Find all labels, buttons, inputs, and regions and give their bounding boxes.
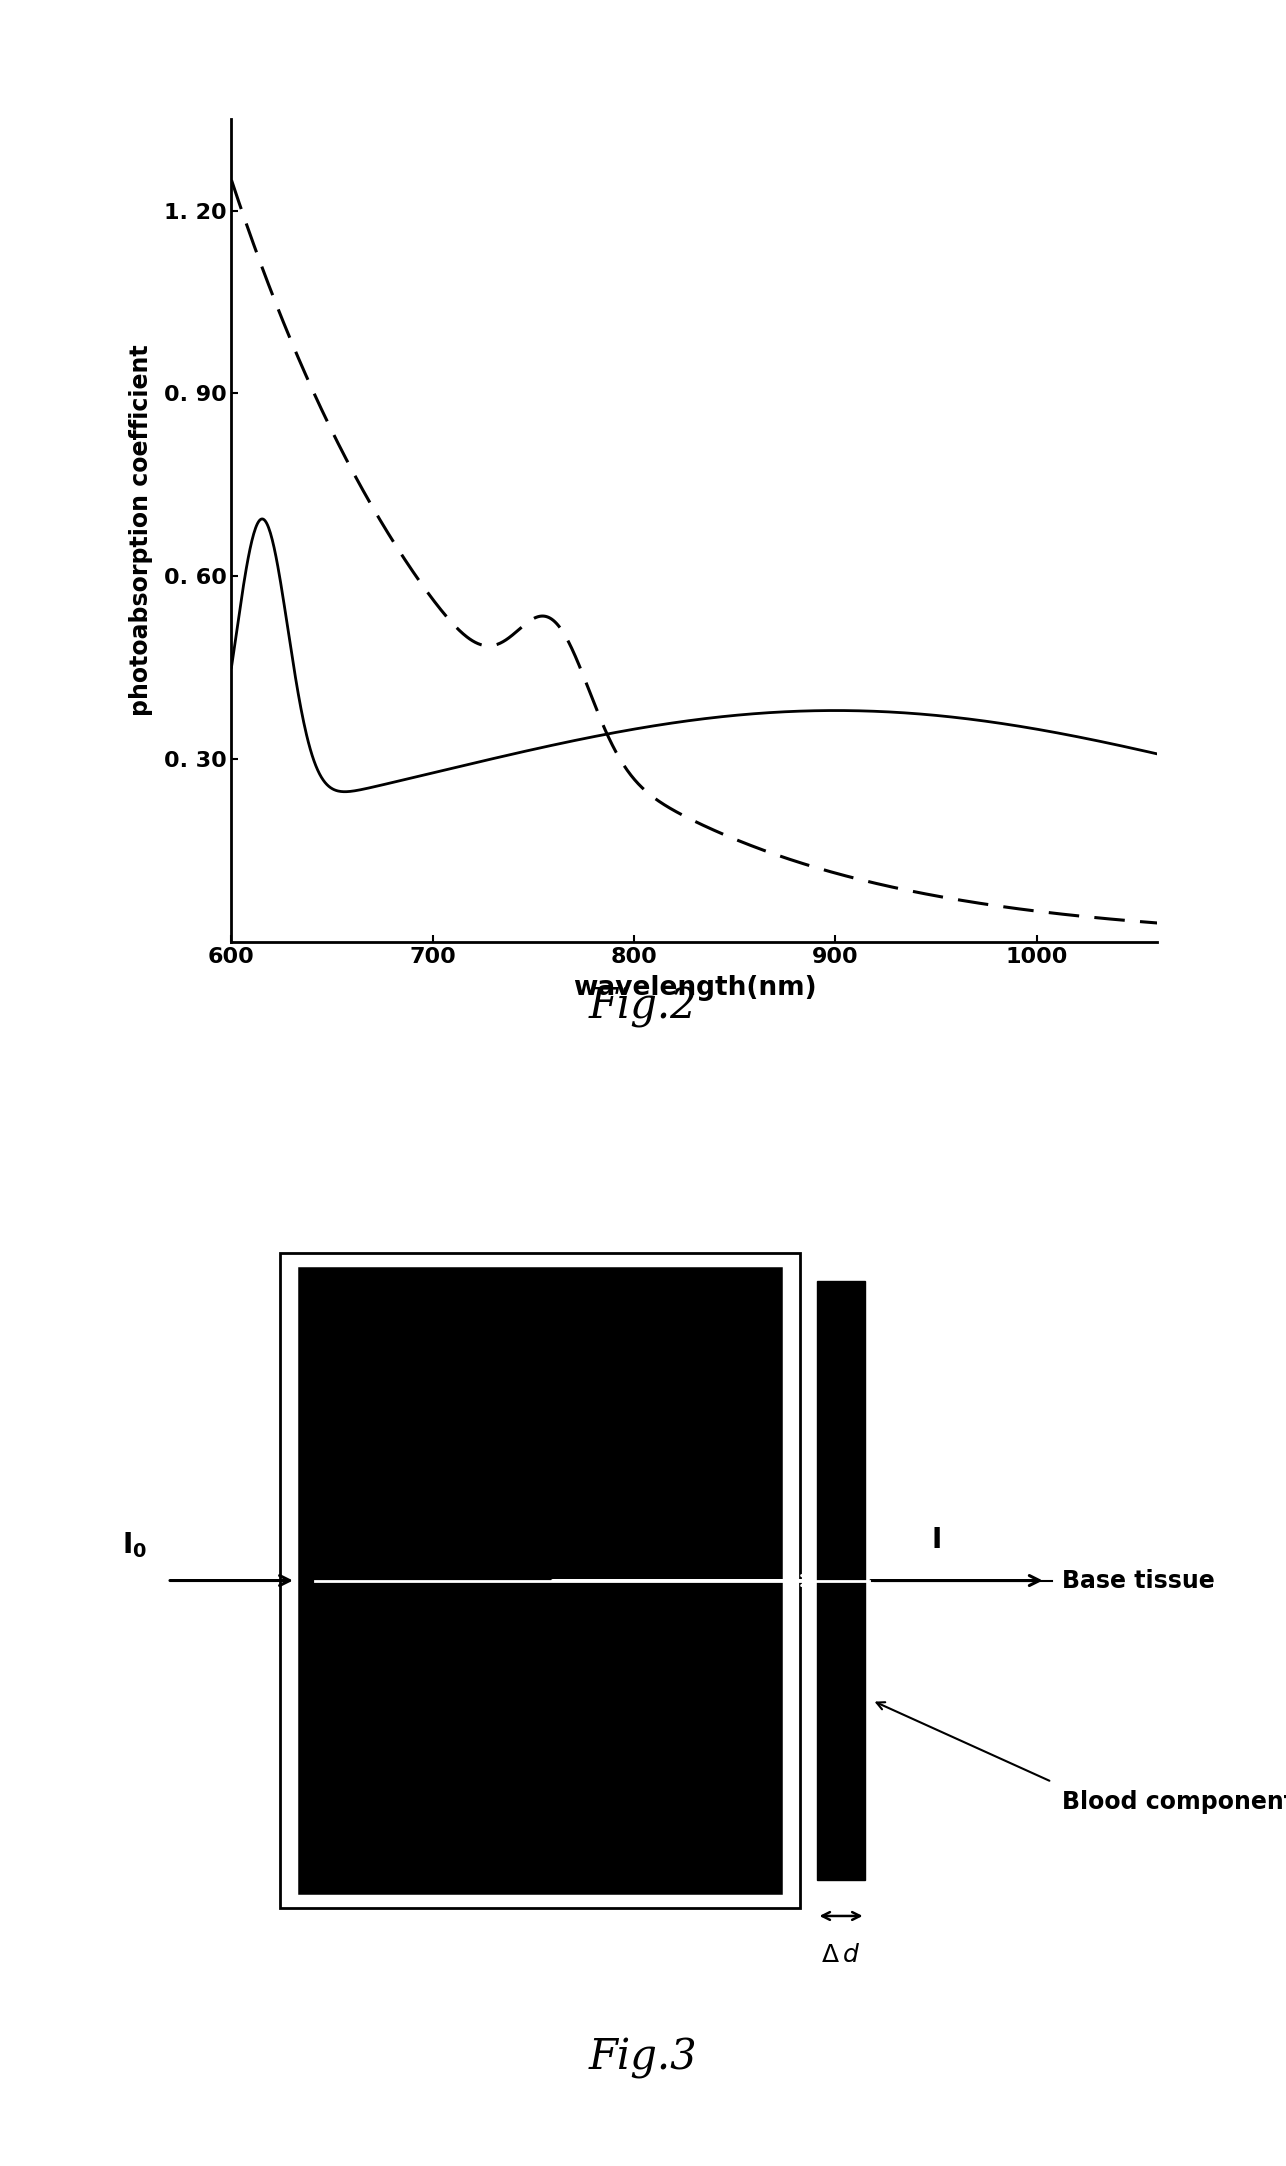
Text: Blood component: Blood component: [1062, 1791, 1286, 1815]
Bar: [296, 1265, 784, 1895]
Text: Fig.2: Fig.2: [589, 986, 697, 1029]
Text: Fig.3: Fig.3: [589, 2036, 697, 2079]
Text: $\mathbf{I_0}$: $\mathbf{I_0}$: [122, 1529, 148, 1560]
Text: Base tissue: Base tissue: [1062, 1568, 1215, 1592]
Y-axis label: photoabsorption coefficient: photoabsorption coefficient: [129, 344, 153, 717]
Bar: [280, 1252, 800, 1908]
Text: $\mathbf{I}$: $\mathbf{I}$: [931, 1525, 941, 1553]
Bar: [817, 1280, 865, 1880]
Text: $\Delta\,d$: $\Delta\,d$: [822, 1943, 860, 1967]
X-axis label: wavelength(nm): wavelength(nm): [572, 975, 817, 1001]
